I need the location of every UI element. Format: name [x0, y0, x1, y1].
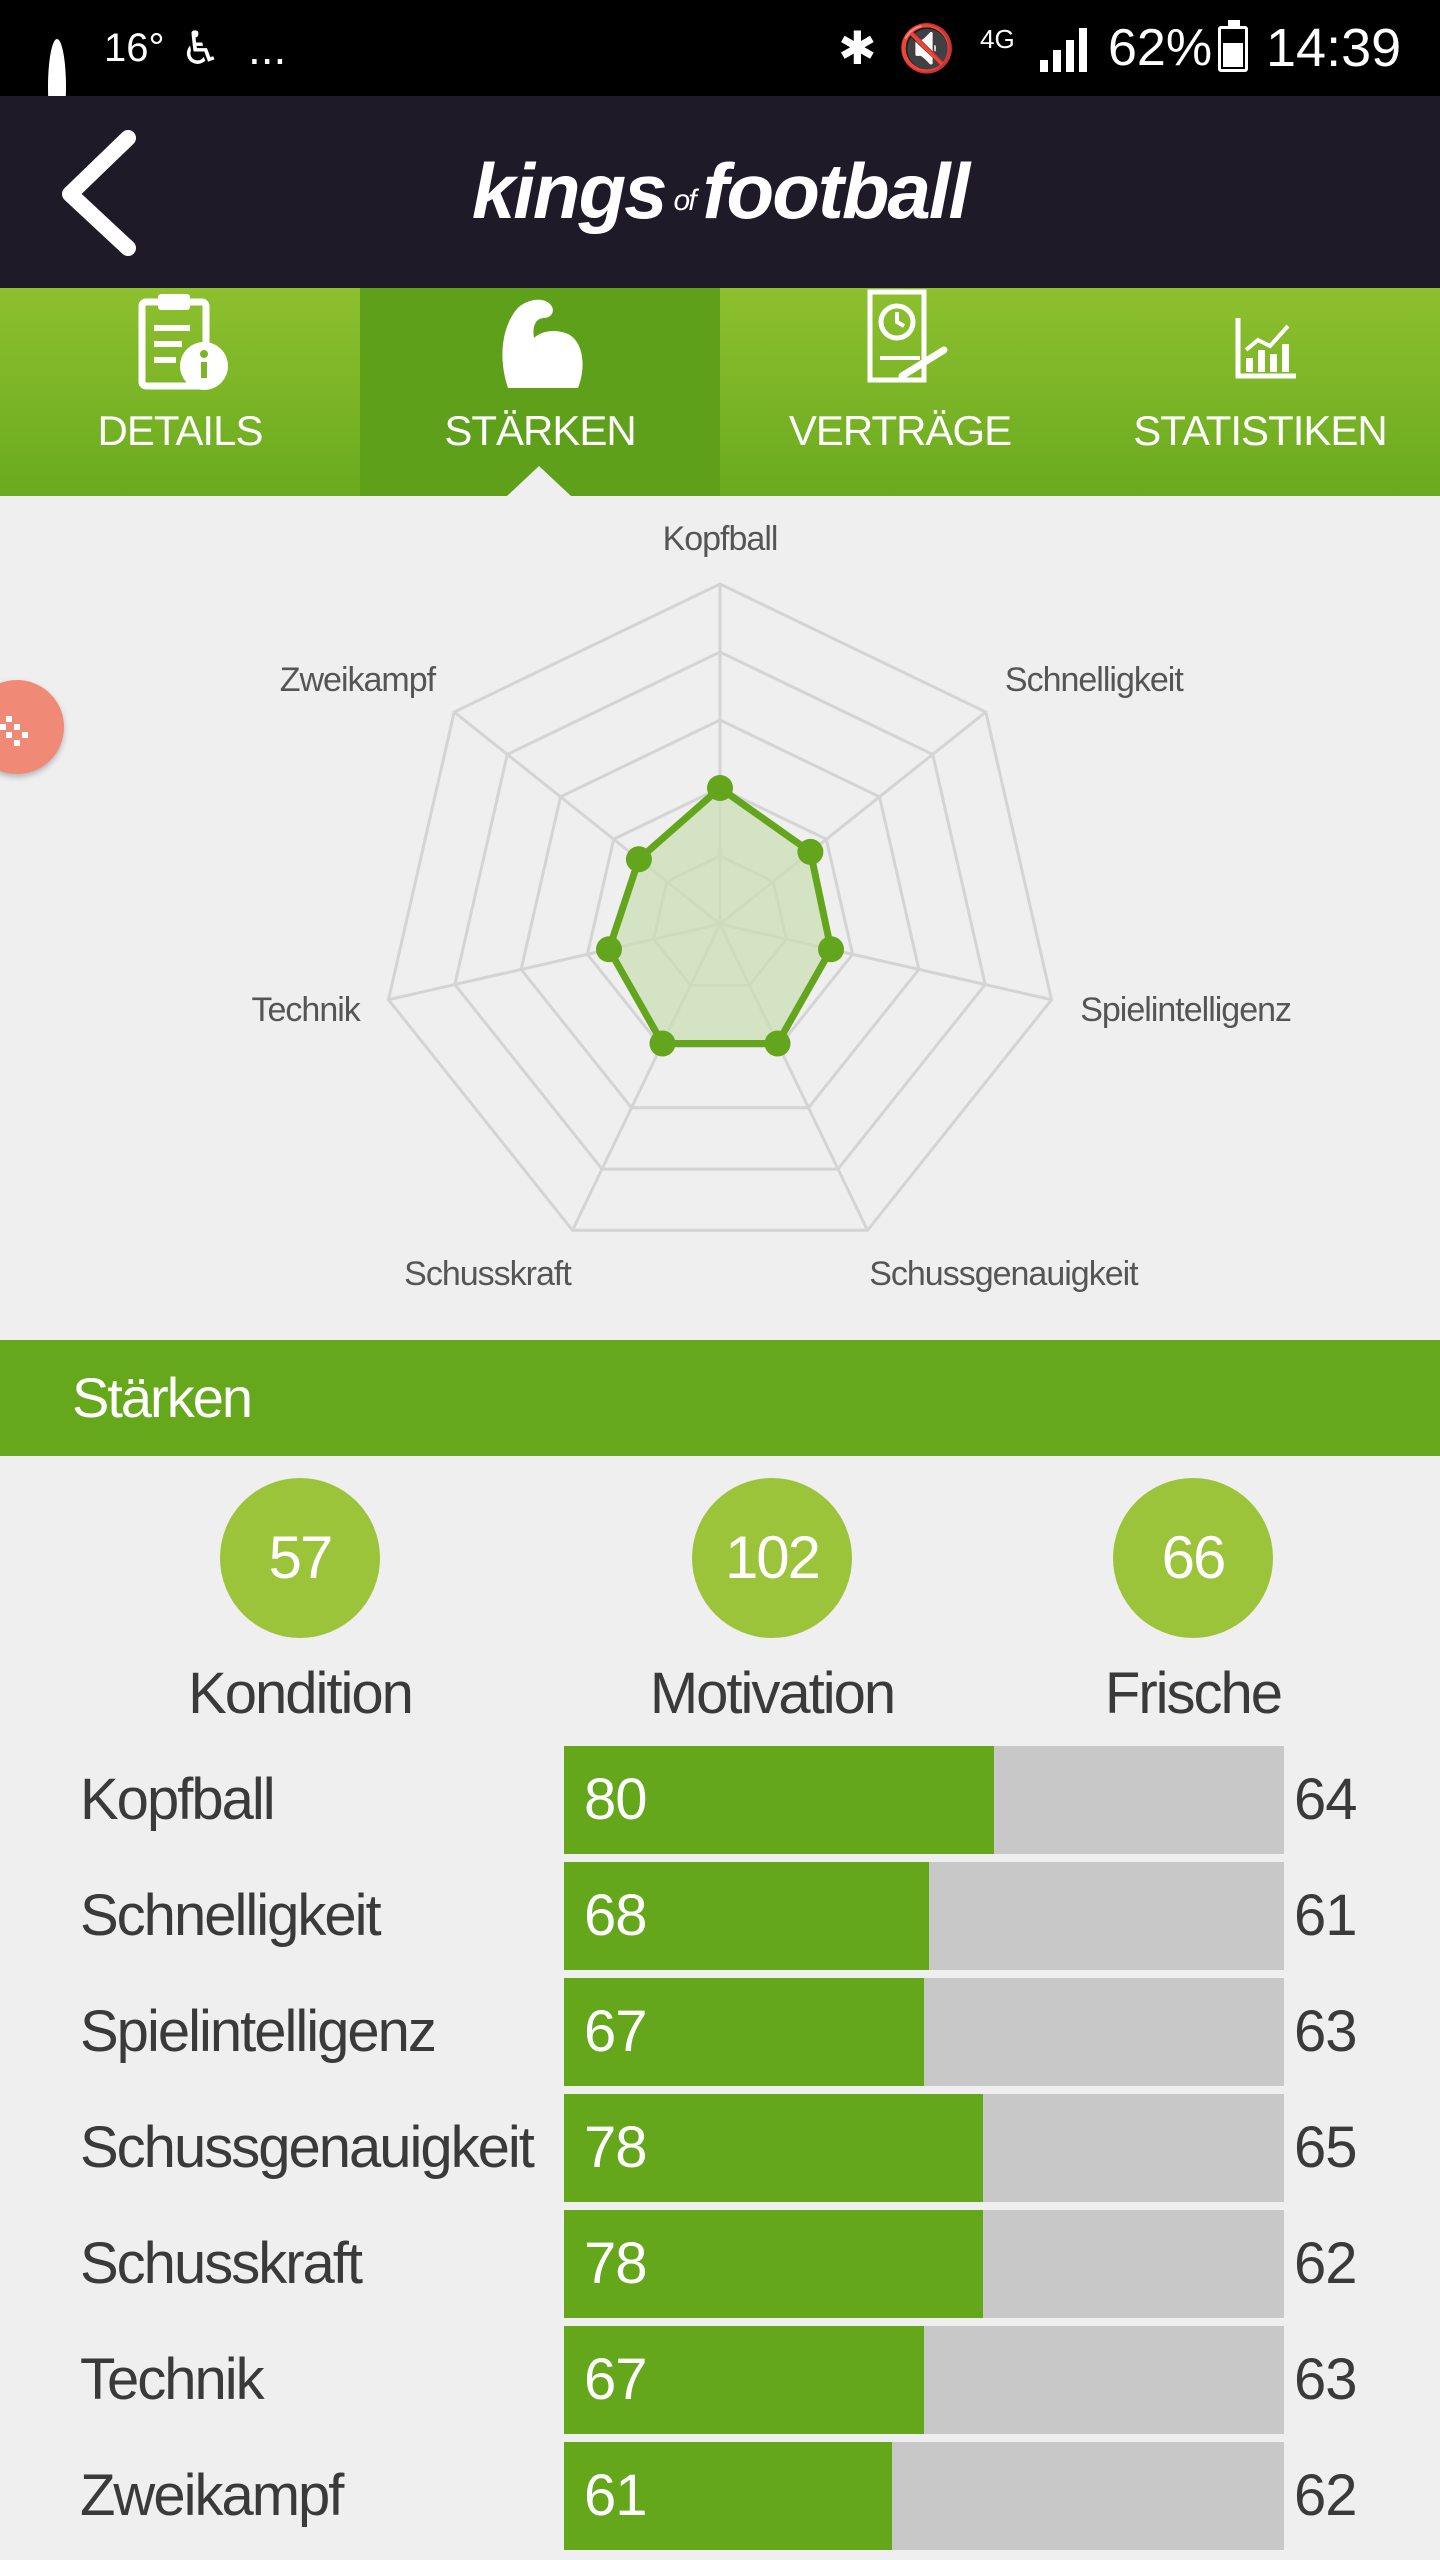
network-type: 4G: [980, 24, 1015, 54]
tab-vertraege[interactable]: VERTRÄGE: [720, 288, 1080, 496]
attribute-bar-track: 68: [564, 1862, 1284, 1970]
chart-icon: [1080, 288, 1440, 398]
radar-point-spielintelligenz: [818, 936, 844, 963]
section-title: Stärken: [72, 1366, 253, 1429]
stat-value: 66: [1113, 1478, 1273, 1638]
attribute-bar-track: 67: [564, 1978, 1284, 2086]
flexed-arm-icon: [360, 288, 720, 398]
stat-value: 57: [220, 1478, 380, 1638]
attribute-value: 68: [584, 1883, 648, 1948]
battery-percent: 62%: [1108, 19, 1213, 77]
temperature: 16°: [104, 26, 165, 70]
clipboard-info-icon: [0, 288, 360, 398]
attribute-bar-fill: [564, 1978, 924, 2086]
chevron-left-icon: [62, 130, 136, 256]
attribute-compare-value: 61: [1294, 1883, 1358, 1948]
attribute-row: Zweikampf 61 62: [0, 2442, 1440, 2550]
mute-icon: 🔇: [898, 22, 956, 74]
tab-bar: DETAILS STÄRKEN VERTRÄGE: [0, 288, 1440, 496]
attribute-row: Schussgenauigkeit 78 65: [0, 2094, 1440, 2202]
radar-label-schusskraft: Schusskraft: [404, 1255, 572, 1294]
attribute-value: 78: [584, 2231, 648, 2296]
attribute-row: Spielintelligenz 67 63: [0, 1978, 1440, 2086]
radar-point-technik: [596, 936, 622, 963]
radar-chart: Kopfball Schnelligkeit Spielintelligenz Sch…: [0, 496, 1440, 1340]
attribute-value: 67: [584, 2347, 648, 2412]
section-header: Stärken: [0, 1340, 1440, 1456]
stat-frische: 66 Frische: [993, 1478, 1393, 1728]
radar-point-schussgenauigkeit: [764, 1030, 791, 1057]
attribute-compare-value: 64: [1294, 1767, 1358, 1832]
attribute-name: Schnelligkeit: [80, 1883, 382, 1948]
attribute-name: Zweikampf: [80, 2463, 344, 2528]
attribute-compare-value: 65: [1294, 2115, 1358, 2180]
attribute-bar-track: 80: [564, 1746, 1284, 1854]
attribute-bar-track: 78: [564, 2094, 1284, 2202]
radar-label-schussgenauigkeit: Schussgenauigkeit: [869, 1255, 1138, 1294]
attribute-value: 78: [584, 2115, 648, 2180]
gamepad-icon: [0, 716, 28, 746]
attribute-row: Kopfball 80 64: [0, 1746, 1440, 1854]
attribute-bar-track: 78: [564, 2210, 1284, 2318]
contract-icon: [720, 288, 1080, 398]
attribute-row: Technik 67 63: [0, 2326, 1440, 2434]
attribute-name: Kopfball: [80, 1767, 276, 1832]
bluetooth-icon: ✱: [838, 22, 877, 74]
stat-kondition: 57 Kondition: [100, 1478, 500, 1728]
attribute-row: Schusskraft 78 62: [0, 2210, 1440, 2318]
attribute-name: Schusskraft: [80, 2231, 363, 2296]
attribute-bar-fill: [564, 2210, 983, 2318]
radar-grid-ring: [519, 718, 921, 1110]
radar-grid-ring: [453, 650, 987, 1171]
attribute-name: Technik: [80, 2347, 265, 2412]
attribute-bar-fill: [564, 2094, 983, 2202]
tab-staerken[interactable]: STÄRKEN: [360, 288, 720, 496]
status-bar: 16° ♿ ... ✱ 🔇 4G 62% 14:39: [0, 0, 1440, 135]
radar-label-kopfball: Kopfball: [662, 520, 779, 558]
battery-icon: [1218, 20, 1248, 72]
radar-grid-ring: [386, 582, 1054, 1232]
attribute-bar-track: 61: [564, 2442, 1284, 2550]
radar-label-spielintelligenz: Spielintelligenz: [1080, 990, 1292, 1029]
attribute-bar-fill: [564, 2326, 924, 2434]
attribute-compare-value: 63: [1294, 1999, 1358, 2064]
attribute-value: 61: [584, 2463, 648, 2528]
active-tab-indicator: [507, 466, 571, 496]
radar-svg: [386, 582, 1054, 1232]
radar-label-schnelligkeit: Schnelligkeit: [1004, 660, 1184, 699]
stat-label: Frische: [1104, 1661, 1283, 1726]
attribute-name: Schussgenauigkeit: [80, 2115, 535, 2180]
signal-icon: [1040, 28, 1090, 72]
stat-label: Motivation: [649, 1661, 896, 1726]
attribute-name: Spielintelligenz: [80, 1999, 437, 2064]
radar-label-zweikampf: Zweikampf: [279, 660, 436, 699]
stat-label: Kondition: [188, 1661, 414, 1726]
tab-details[interactable]: DETAILS: [0, 288, 360, 496]
app-header: kings of football: [0, 96, 1440, 288]
attribute-compare-value: 62: [1294, 2231, 1358, 2296]
tab-statistiken[interactable]: STATISTIKEN: [1080, 288, 1440, 496]
app-logo: kings of football: [471, 147, 970, 235]
attribute-value: 67: [584, 1999, 648, 2064]
attribute-row: Schnelligkeit 68 61: [0, 1862, 1440, 1970]
radar-label-technik: Technik: [251, 990, 361, 1029]
radar-point-schnelligkeit: [797, 838, 824, 865]
attribute-bar-fill: [564, 1746, 994, 1854]
more-notifications: ...: [248, 22, 287, 74]
stat-motivation: 102 Motivation: [572, 1478, 972, 1728]
attribute-compare-value: 63: [1294, 2347, 1358, 2412]
radar-point-kopfball: [707, 775, 733, 801]
attribute-bar-fill: [564, 1862, 929, 1970]
attribute-value: 80: [584, 1767, 648, 1832]
radar-point-schusskraft: [649, 1030, 676, 1057]
stat-value: 102: [692, 1478, 852, 1638]
attribute-bar-track: 67: [564, 2326, 1284, 2434]
accessibility-icon: ♿: [180, 22, 222, 74]
back-button[interactable]: [40, 126, 170, 256]
attribute-compare-value: 62: [1294, 2463, 1358, 2528]
clock: 14:39: [1266, 18, 1402, 78]
attribute-bar-fill: [564, 2442, 892, 2550]
radar-point-zweikampf: [625, 846, 652, 873]
radar-data-area: [605, 783, 835, 1047]
